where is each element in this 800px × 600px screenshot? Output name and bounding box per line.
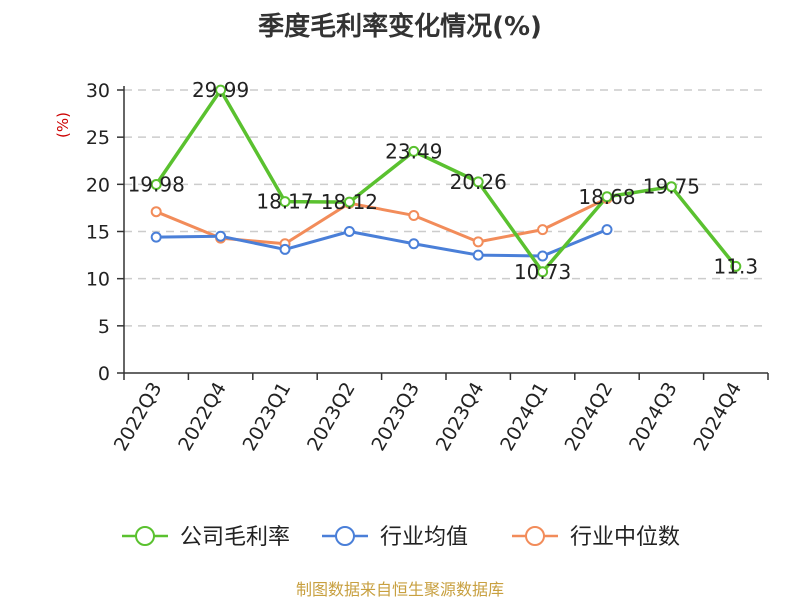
- data-label: 18.12: [321, 190, 378, 214]
- y-tick-label: 0: [98, 363, 110, 385]
- data-point: [537, 266, 549, 278]
- x-tick-label: 2023Q1: [239, 379, 296, 455]
- y-tick-label: 20: [86, 174, 110, 196]
- legend-marker: [525, 526, 545, 546]
- x-tick-label: 2024Q4: [689, 379, 746, 455]
- x-tick-label: 2023Q2: [303, 379, 360, 455]
- y-tick-label: 15: [86, 222, 110, 244]
- legend-item: 公司毛利率: [122, 525, 290, 550]
- data-point: [279, 243, 291, 255]
- data-point: [472, 236, 484, 248]
- data-label: 18.17: [256, 190, 313, 214]
- data-points: [150, 84, 742, 278]
- data-point: [537, 250, 549, 262]
- legend-item: 行业均值: [322, 525, 468, 550]
- data-label: 20.26: [450, 170, 507, 194]
- data-label: 10.73: [514, 260, 571, 284]
- data-point: [215, 84, 227, 96]
- x-tick-label: 2024Q3: [625, 379, 682, 455]
- data-point: [343, 226, 355, 237]
- data-point: [408, 209, 420, 221]
- legend-marker: [135, 526, 155, 546]
- data-label: 11.3: [714, 254, 759, 278]
- y-tick-label: 10: [86, 269, 110, 291]
- x-tick-label: 2024Q1: [496, 379, 553, 455]
- grid-lines: [124, 89, 768, 327]
- data-point: [601, 224, 613, 236]
- series-line: [154, 88, 738, 274]
- data-point: [150, 206, 162, 218]
- data-point: [472, 176, 484, 188]
- data-label: 18.68: [578, 185, 635, 209]
- legend-item: 行业中位数: [512, 525, 680, 550]
- data-labels: 19.98 29.99 18.17 18.12 23.49 20.26 10.73 18.68…: [128, 78, 758, 284]
- data-point: [215, 230, 227, 242]
- data-point: [665, 181, 677, 193]
- x-tick-label: 2023Q4: [432, 379, 489, 455]
- y-tick-label: 30: [86, 80, 110, 102]
- x-tick-label: 2022Q4: [174, 379, 231, 455]
- data-point: [150, 179, 162, 191]
- data-point: [472, 249, 484, 261]
- data-point: [601, 191, 613, 203]
- legend-label: 公司毛利率: [180, 525, 290, 550]
- chart-title: 季度毛利率变化情况(%): [258, 12, 542, 42]
- legend-label: 行业均值: [380, 525, 468, 550]
- legend: 公司毛利率 行业均值 行业中位数: [122, 525, 680, 550]
- data-point: [343, 196, 355, 208]
- y-tick-label: 5: [98, 316, 110, 338]
- x-tick-label: 2023Q3: [367, 379, 424, 455]
- data-label: 29.99: [192, 78, 249, 102]
- data-point: [730, 260, 742, 272]
- y-tick-label: 25: [86, 127, 110, 149]
- data-label: 23.49: [385, 139, 442, 163]
- data-label: 19.98: [128, 173, 185, 197]
- source-note: 制图数据来自恒生聚源数据库: [295, 580, 504, 599]
- data-point: [537, 224, 549, 236]
- series-lines: [154, 88, 738, 274]
- data-point: [408, 238, 420, 250]
- x-tick-label: 2022Q3: [110, 379, 167, 455]
- data-point: [150, 231, 162, 243]
- data-point: [408, 145, 420, 157]
- legend-label: 行业中位数: [570, 525, 680, 550]
- data-point: [279, 196, 291, 208]
- legend-marker: [335, 526, 355, 546]
- y-axis-unit-label: (%): [54, 112, 72, 138]
- data-label: 19.75: [643, 175, 700, 199]
- x-tick-label: 2024Q2: [561, 379, 618, 455]
